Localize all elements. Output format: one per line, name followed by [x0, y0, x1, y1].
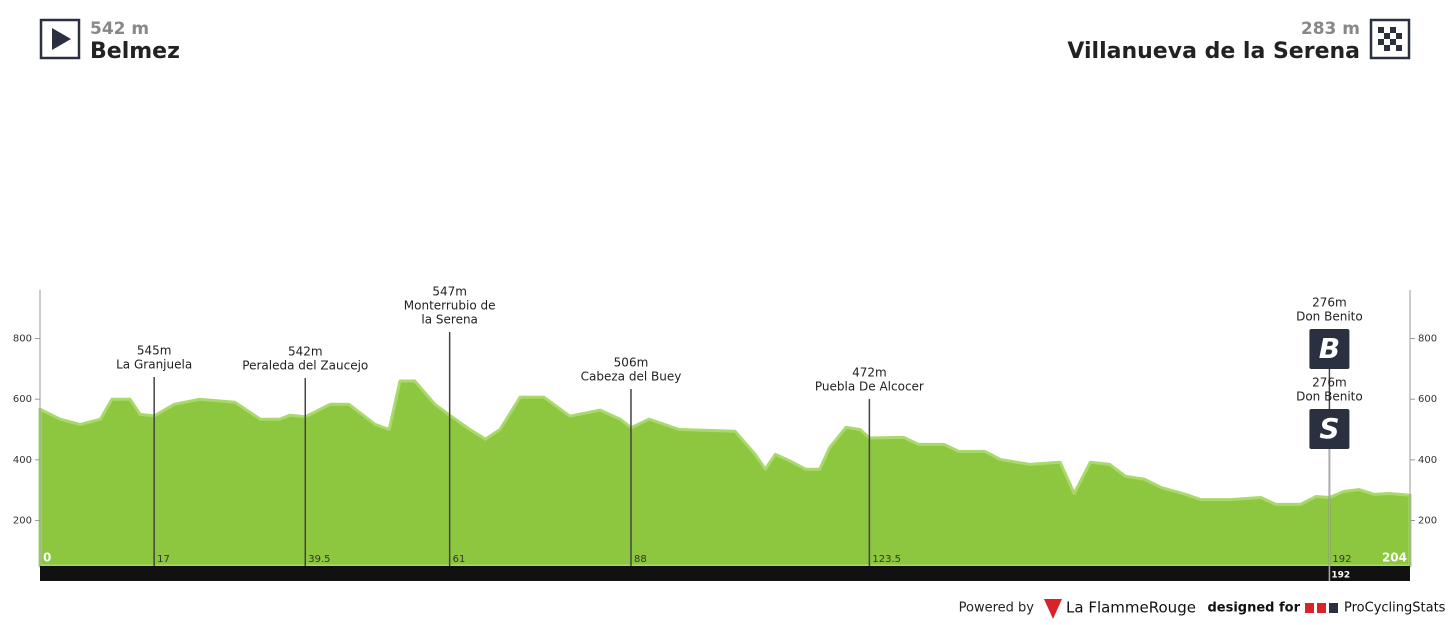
poi-km-bar: 192: [1331, 571, 1350, 581]
powered-by: Powered by: [959, 601, 1035, 616]
poi-icon-letter: S: [1319, 412, 1339, 445]
distance-bar: [40, 566, 1410, 581]
poi-name: Cabeza del Buey: [581, 370, 682, 384]
poi-name: La Granjuela: [116, 358, 192, 372]
poi-name: Monterrubio de: [404, 299, 496, 313]
poi-elevation: 506m: [614, 356, 649, 370]
y-tick-label: 600: [13, 394, 32, 405]
start-icon: [39, 18, 81, 60]
poi-km: 123.5: [872, 554, 901, 565]
poi-km: 88: [634, 554, 647, 565]
y-tick-label: 600: [1418, 394, 1437, 405]
pcs-name: ProCyclingStats: [1344, 601, 1446, 616]
poi-km: 39.5: [308, 554, 330, 565]
brand-logo: [1044, 599, 1062, 619]
poi-km: 192: [1332, 554, 1351, 565]
y-tick-label: 800: [13, 334, 32, 345]
finish-elevation: 283 m: [1301, 19, 1360, 39]
poi-icon: [1309, 409, 1350, 449]
finish-icon: [1369, 18, 1411, 60]
poi-elevation: 542m: [288, 345, 323, 359]
poi-icon-letter: B: [1319, 332, 1340, 365]
y-tick-label: 200: [1418, 516, 1437, 527]
poi-icon: [1309, 329, 1350, 369]
poi-name: Peraleda del Zaucejo: [242, 359, 368, 373]
poi-elevation: 472m: [852, 366, 887, 380]
y-tick-label: 400: [13, 455, 32, 466]
y-tick-label: 200: [13, 516, 32, 527]
finish-name: Villanueva de la Serena: [1067, 39, 1360, 64]
designed-for: designed for: [1207, 601, 1300, 616]
poi-name: Don Benito: [1296, 390, 1363, 404]
y-tick-label: 800: [1418, 334, 1437, 345]
poi-elevation: 547m: [432, 285, 467, 299]
poi-name: Don Benito: [1296, 310, 1363, 324]
poi-elevation: 276m: [1312, 296, 1347, 310]
elevation-area: [38, 379, 1412, 568]
start-elevation: 542 m: [90, 19, 149, 39]
poi-km: 17: [157, 554, 170, 565]
brand-name: La FlammeRouge: [1066, 599, 1196, 617]
x-start-label: 0: [43, 551, 51, 565]
poi-km: 61: [453, 554, 466, 565]
poi-elevation: 276m: [1312, 376, 1347, 390]
poi-name: Puebla De Alcocer: [815, 380, 924, 394]
pcs-logo: [1305, 603, 1338, 613]
x-end-label: 204: [1382, 551, 1407, 565]
poi-name: la Serena: [421, 313, 478, 327]
start-name: Belmez: [90, 39, 180, 64]
y-tick-label: 400: [1418, 455, 1437, 466]
poi-elevation: 545m: [137, 344, 172, 358]
